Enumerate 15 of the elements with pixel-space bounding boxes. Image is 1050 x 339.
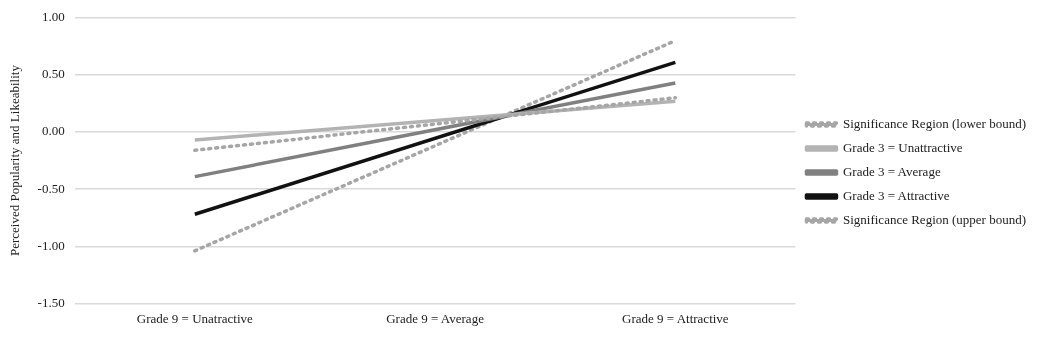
y-axis-title: Perceived Popularity and Likeability: [7, 64, 23, 257]
legend-label: Grade 3 = Average: [842, 163, 941, 179]
y-tick-label: -1.00: [37, 237, 65, 253]
legend-label: Grade 3 = Attractive: [842, 187, 950, 203]
legend-label: Grade 3 = Unattractive: [842, 139, 963, 155]
legend-label: Significance Region (lower bound): [842, 115, 1027, 131]
y-tick-label: 0.50: [41, 66, 65, 82]
x-tick-label: Grade 9 = Average: [386, 310, 485, 326]
y-tick-label: 0.00: [41, 123, 65, 139]
x-tick-label: Grade 9 = Unatractive: [136, 310, 254, 326]
y-tick-label: 1.00: [41, 9, 65, 25]
y-tick-label: -1.50: [37, 294, 65, 310]
x-tick-label: Grade 9 = Attractive: [622, 310, 729, 326]
y-tick-label: -0.50: [37, 180, 65, 196]
legend-label: Significance Region (upper bound): [842, 211, 1027, 227]
